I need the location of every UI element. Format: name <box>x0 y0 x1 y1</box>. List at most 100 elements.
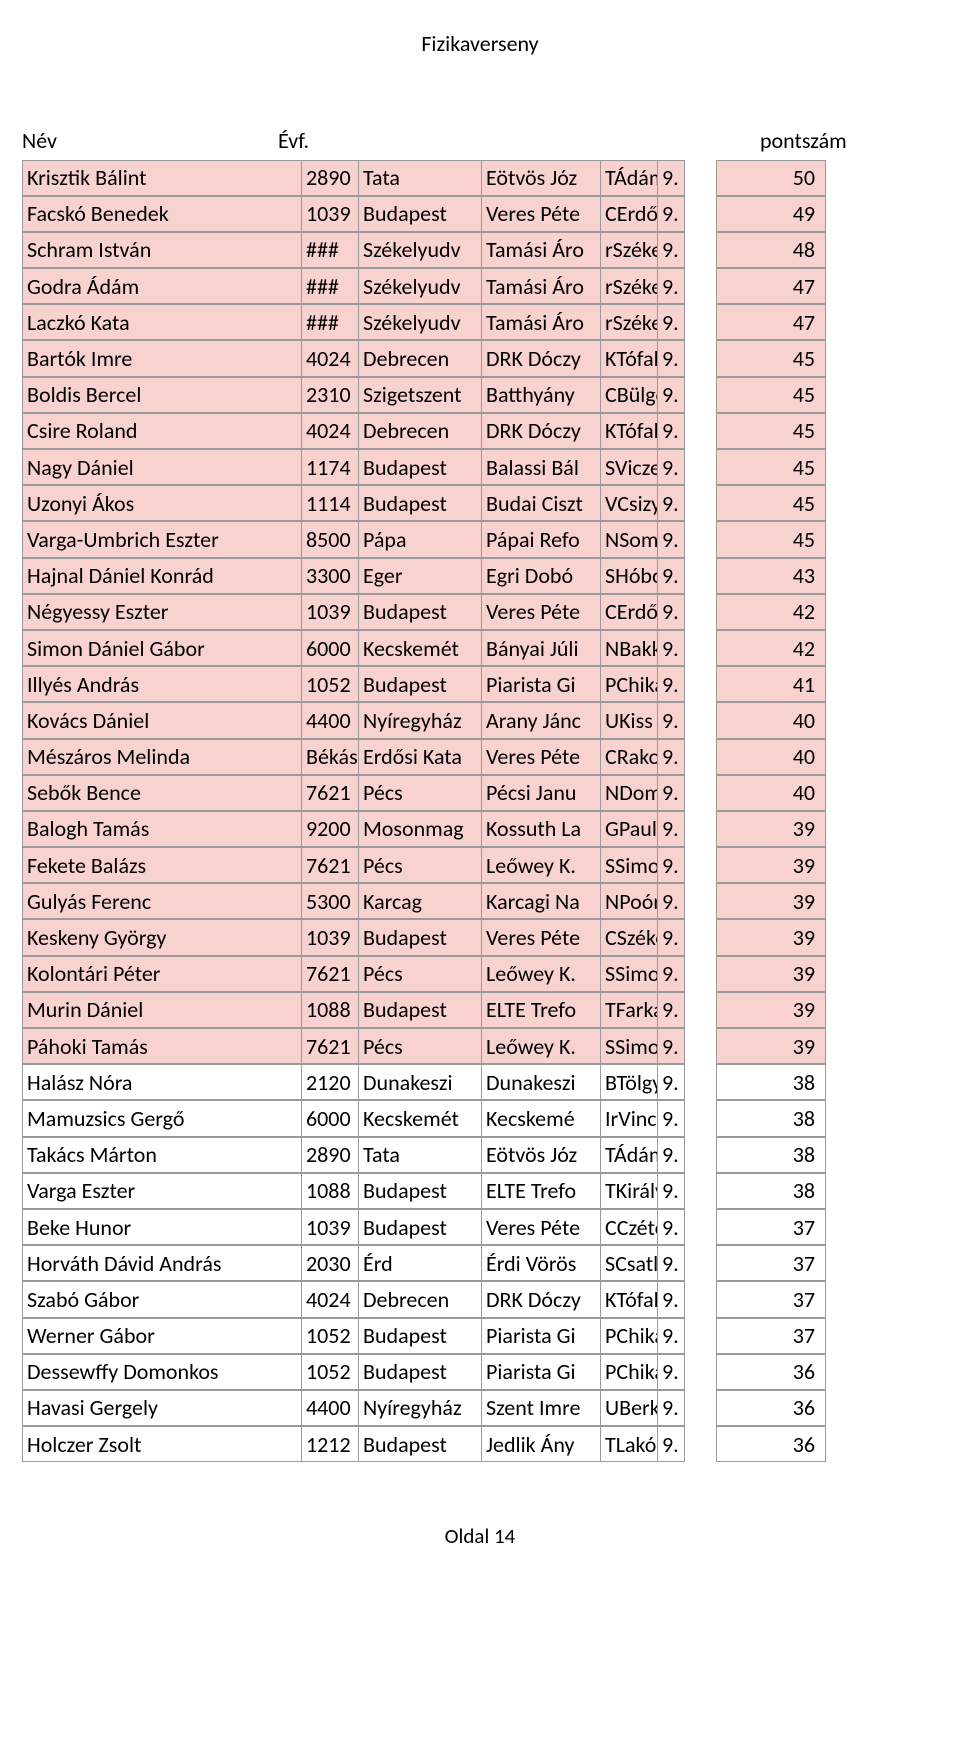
cell-name: Horváth Dávid András <box>22 1245 302 1281</box>
cell-name: Szabó Gábor <box>22 1281 302 1317</box>
cell-points: 39 <box>716 1028 826 1064</box>
cell-name: Beke Hunor <box>22 1209 302 1245</box>
cell-code: 4400 <box>301 702 359 738</box>
cell-code: 4400 <box>301 1390 359 1426</box>
cell-teacher: PChiká <box>600 666 658 702</box>
cell-name: Páhoki Tamás <box>22 1028 302 1064</box>
table-row: Havasi Gergely4400NyíregyházSzent ImreUB… <box>22 1390 942 1426</box>
results-table: Krisztik Bálint2890TataEötvös JózTÁdám9.… <box>22 160 942 1463</box>
cell-school: Karcagi Na <box>481 883 601 919</box>
cell-grade: 9. <box>657 1390 685 1426</box>
cell-grade: 9. <box>657 1064 685 1100</box>
cell-grade: 9. <box>657 377 685 413</box>
cell-points: 40 <box>716 739 826 775</box>
cell-name: Dessewffy Domonkos <box>22 1354 302 1390</box>
table-row: Kolontári Péter7621PécsLeőwey K.SSimon9.… <box>22 956 942 992</box>
cell-grade: 9. <box>657 160 685 196</box>
cell-name: Keskeny György <box>22 919 302 955</box>
cell-teacher: IrVincz <box>600 1100 658 1136</box>
table-row: Illyés András1052BudapestPiarista GiPChi… <box>22 667 942 703</box>
cell-points: 40 <box>716 702 826 738</box>
cell-grade: 9. <box>657 919 685 955</box>
table-row: Laczkó Kata###SzékelyudvTamási ÁrorSzéke… <box>22 305 942 341</box>
cell-city: Tata <box>358 160 482 196</box>
table-row: Bartók Imre4024DebrecenDRK DóczyKTófalu9… <box>22 341 942 377</box>
cell-points: 36 <box>716 1426 826 1462</box>
cell-grade: 9. <box>657 1281 685 1317</box>
cell-teacher: GPaulik <box>600 811 658 847</box>
cell-name: Fekete Balázs <box>22 847 302 883</box>
cell-school: Veres Péte <box>481 594 601 630</box>
cell-city: Budapest <box>358 1209 482 1245</box>
cell-code: 7621 <box>301 847 359 883</box>
cell-code: 2030 <box>301 1245 359 1281</box>
cell-school: Pápai Refo <box>481 521 601 557</box>
cell-points: 37 <box>716 1245 826 1281</box>
cell-city: Pécs <box>358 1028 482 1064</box>
cell-teacher: PChiká <box>600 1318 658 1354</box>
cell-points: 47 <box>716 304 826 340</box>
cell-teacher: TLakó <box>600 1426 658 1462</box>
cell-code: 1088 <box>301 1173 359 1209</box>
cell-school: Tamási Áro <box>481 268 601 304</box>
cell-points: 49 <box>716 196 826 232</box>
cell-grade: 9. <box>657 739 685 775</box>
table-row: Mészáros MelindaBékásErdősi KataVeres Pé… <box>22 739 942 775</box>
cell-code: Békás <box>301 739 359 775</box>
cell-school: Leőwey K. <box>481 1028 601 1064</box>
cell-code: 1174 <box>301 449 359 485</box>
cell-teacher: UKiss L <box>600 702 658 738</box>
cell-city: Debrecen <box>358 1281 482 1317</box>
cell-teacher: TÁdám <box>600 160 658 196</box>
cell-name: Hajnal Dániel Konrád <box>22 558 302 594</box>
cell-city: Szigetszent <box>358 377 482 413</box>
cell-grade: 9. <box>657 1173 685 1209</box>
table-row: Kovács Dániel4400NyíregyházArany JáncUKi… <box>22 703 942 739</box>
page-footer: Oldal 14 <box>0 1523 960 1549</box>
cell-teacher: CCzéte <box>600 1209 658 1245</box>
cell-city: Pécs <box>358 847 482 883</box>
cell-code: 3300 <box>301 558 359 594</box>
cell-code: 1052 <box>301 1354 359 1390</box>
cell-code: 4024 <box>301 340 359 376</box>
cell-teacher: NSomo <box>600 521 658 557</box>
cell-points: 48 <box>716 232 826 268</box>
cell-teacher: NBakk <box>600 630 658 666</box>
cell-code: 2890 <box>301 1137 359 1173</box>
cell-grade: 9. <box>657 1354 685 1390</box>
cell-points: 37 <box>716 1281 826 1317</box>
cell-code: 7621 <box>301 775 359 811</box>
cell-school: ELTE Trefo <box>481 992 601 1028</box>
table-row: Szabó Gábor4024DebrecenDRK DóczyKTófalu9… <box>22 1282 942 1318</box>
cell-points: 39 <box>716 883 826 919</box>
cell-points: 37 <box>716 1209 826 1245</box>
table-row: Csire Roland4024DebrecenDRK DóczyKTófalu… <box>22 413 942 449</box>
cell-school: Piarista Gi <box>481 1318 601 1354</box>
cell-city: Erdősi Kata <box>358 739 482 775</box>
cell-school: Balassi Bál <box>481 449 601 485</box>
cell-name: Krisztik Bálint <box>22 160 302 196</box>
cell-city: Pécs <box>358 956 482 992</box>
cell-grade: 9. <box>657 232 685 268</box>
cell-code: 5300 <box>301 883 359 919</box>
cell-city: Pápa <box>358 521 482 557</box>
cell-city: Debrecen <box>358 340 482 376</box>
cell-grade: 9. <box>657 268 685 304</box>
cell-school: Eötvös Józ <box>481 1137 601 1173</box>
cell-grade: 9. <box>657 666 685 702</box>
cell-city: Eger <box>358 558 482 594</box>
cell-code: 8500 <box>301 521 359 557</box>
cell-teacher: rSzéke <box>600 232 658 268</box>
cell-school: DRK Dóczy <box>481 413 601 449</box>
cell-name: Facskó Benedek <box>22 196 302 232</box>
cell-points: 38 <box>716 1064 826 1100</box>
cell-city: Dunakeszi <box>358 1064 482 1100</box>
cell-city: Budapest <box>358 919 482 955</box>
cell-grade: 9. <box>657 558 685 594</box>
table-row: Werner Gábor1052BudapestPiarista GiPChik… <box>22 1318 942 1354</box>
cell-grade: 9. <box>657 992 685 1028</box>
cell-code: ### <box>301 232 359 268</box>
cell-teacher: SSimon <box>600 956 658 992</box>
cell-grade: 9. <box>657 449 685 485</box>
cell-city: Budapest <box>358 666 482 702</box>
